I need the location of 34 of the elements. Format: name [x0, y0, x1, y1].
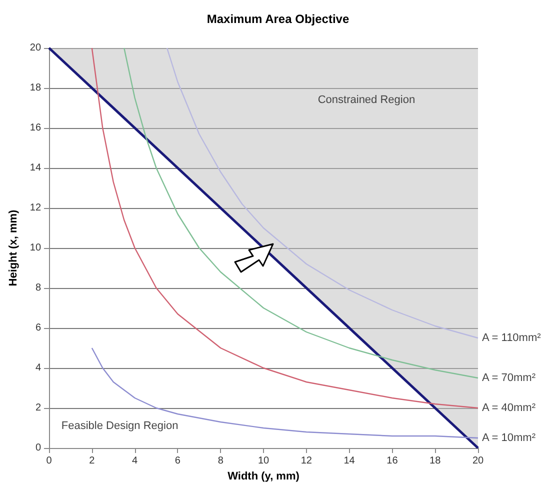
x-tick-label: 20: [472, 456, 484, 466]
x-tick-label: 12: [300, 456, 312, 466]
line-series: [91, 47, 479, 409]
series-label: A = 40mm²: [482, 402, 536, 414]
annotation: Feasible Design Region: [61, 420, 178, 432]
y-tick-label: 20: [30, 42, 42, 54]
line-series: [166, 47, 479, 339]
series-label: A = 10mm²: [482, 432, 536, 444]
line-series: [123, 47, 479, 379]
y-tick-label: 4: [35, 362, 42, 374]
y-tick-label: 14: [30, 162, 42, 174]
x-tick-label: 4: [132, 456, 138, 466]
y-tick-label: 18: [30, 82, 42, 94]
y-tick-label: 6: [35, 322, 42, 334]
annotation: Constrained Region: [318, 94, 416, 106]
y-tick-label: 8: [35, 282, 42, 294]
x-tick-label: 6: [174, 456, 181, 466]
y-tick-label: 0: [35, 442, 42, 454]
series-label: A = 110mm²: [482, 332, 542, 344]
y-axis-title: Height (x, mm): [8, 209, 20, 286]
x-tick-label: 18: [430, 456, 442, 466]
x-tick-label: 8: [218, 456, 224, 466]
y-tick-label: 10: [30, 242, 42, 254]
y-tick-label: 16: [30, 122, 42, 134]
x-axis-title: Width (y, mm): [228, 470, 300, 482]
x-tick-label: 0: [46, 456, 52, 466]
x-tick-label: 16: [386, 456, 398, 466]
x-tick-label: 2: [89, 456, 96, 466]
series-label: A = 70mm²: [482, 372, 536, 384]
chart-title: Maximum Area Objective: [206, 12, 350, 26]
y-tick-label: 12: [30, 202, 42, 214]
x-tick-label: 10: [258, 456, 270, 466]
y-tick-label: 2: [35, 402, 42, 414]
x-tick-label: 14: [344, 456, 356, 466]
